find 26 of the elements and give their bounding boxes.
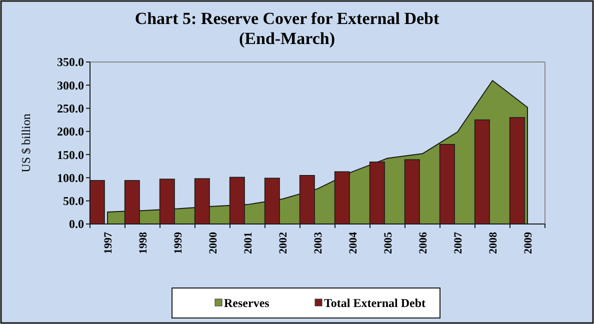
x-tick-label: 2003 [312, 232, 324, 254]
y-tick-label: 200.0 [57, 124, 84, 139]
x-tick-label: 1997 [102, 232, 114, 254]
chart-subtitle: (End-March) [238, 29, 336, 48]
x-tick-label: 2007 [452, 232, 464, 254]
x-tick-label: 2002 [277, 232, 290, 254]
y-tick-label: 150.0 [57, 148, 84, 162]
legend-label: Total External Debt [324, 296, 426, 310]
x-tick-label: 1998 [137, 232, 150, 254]
x-tick-label: 2001 [242, 232, 254, 254]
legend-label: Reserves [224, 296, 270, 310]
y-tick-label: 300.0 [57, 78, 84, 92]
x-tick-label: 2008 [487, 232, 500, 254]
x-tick-label: 2006 [417, 232, 430, 254]
x-tick-label: 1999 [172, 232, 184, 254]
y-tick-label: 350.0 [57, 55, 84, 70]
x-tick-label: 2009 [522, 232, 534, 254]
x-tick-label: 2005 [382, 232, 394, 254]
y-tick-label: 0.0 [69, 217, 84, 232]
x-tick-label: 2004 [347, 232, 360, 254]
chart-title: Chart 5: Reserve Cover for External Debt [134, 9, 440, 28]
y-tick-label: 250.0 [57, 101, 84, 116]
y-tick-label: 100.0 [57, 170, 84, 185]
y-tick-label: 50.0 [63, 194, 84, 208]
y-axis-title: US $ billion [19, 114, 33, 172]
x-tick-label: 2000 [207, 232, 220, 254]
